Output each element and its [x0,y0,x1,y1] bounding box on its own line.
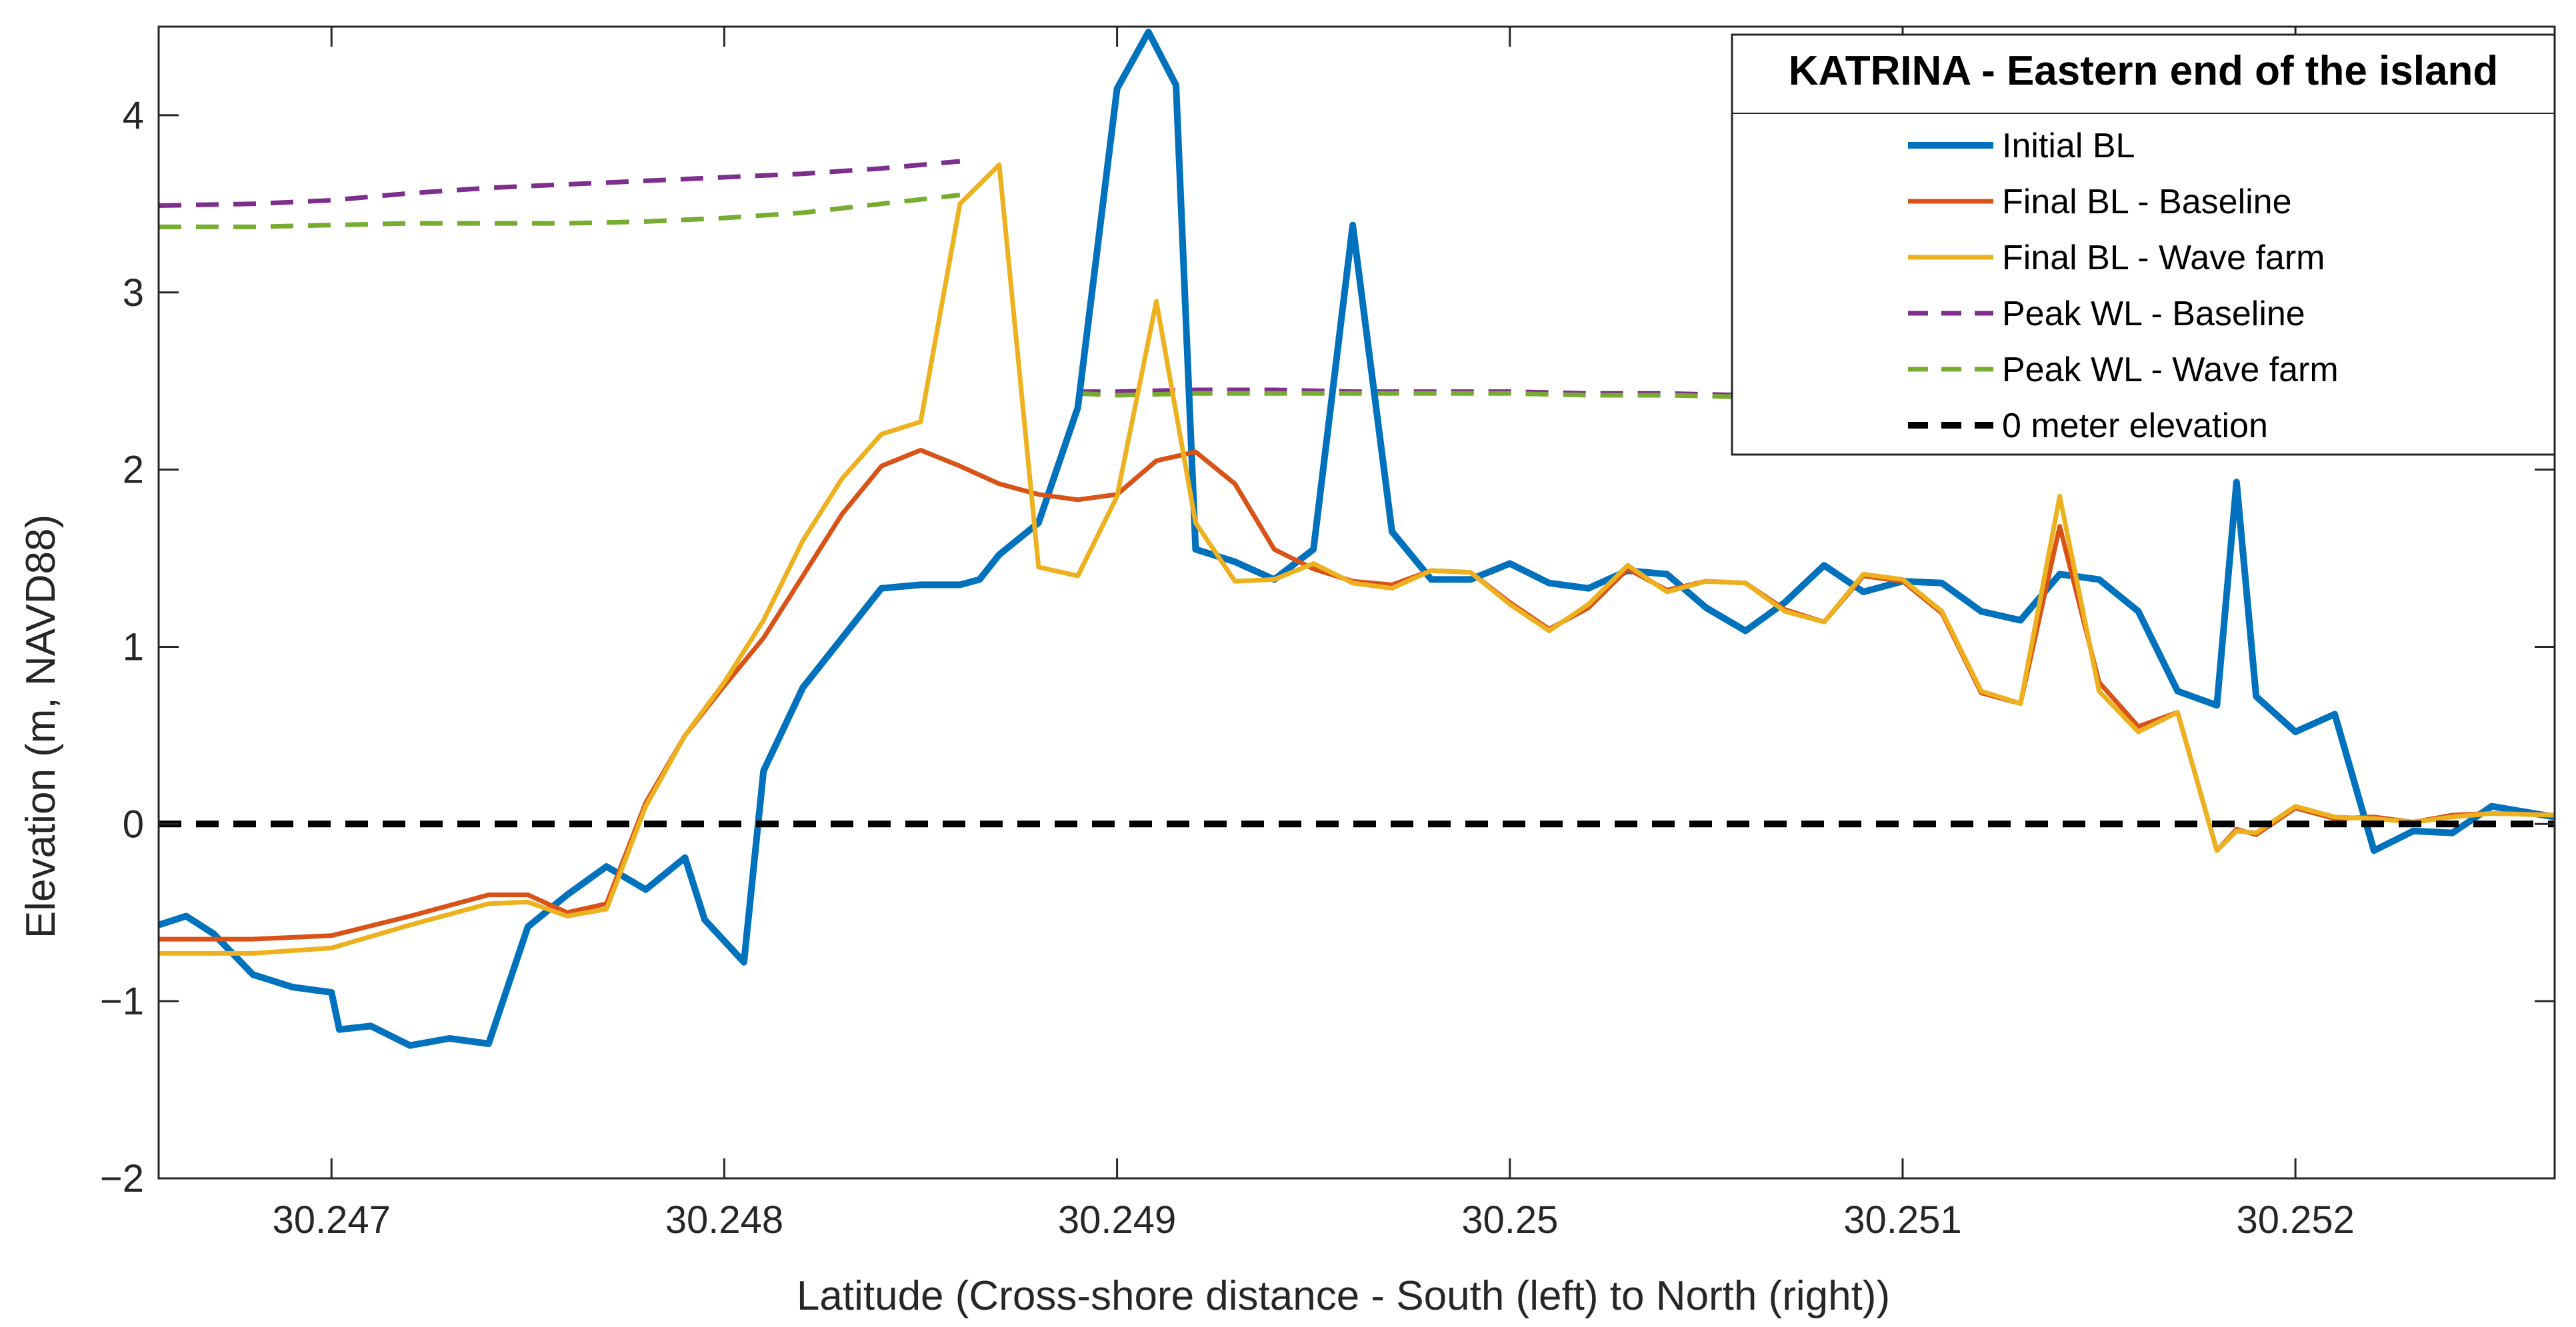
y-tick-label: 0 [123,802,144,846]
y-axis-label: Elevation (m, NAVD88) [18,515,64,938]
x-tick-label: 30.247 [273,1198,391,1242]
x-tick-label: 30.252 [2236,1198,2354,1242]
y-tick-label: 3 [123,271,144,315]
series-line-peak-wl-wave-farm-segment-2 [1077,389,2555,400]
axes: 30.247 30.248 30.249 30.25 30.251 30.252 −2 −1 0… [100,25,2556,1242]
y-tick-label: 1 [123,625,144,668]
axes-frame [157,25,2556,1180]
x-tick-label: 30.25 [1461,1198,1558,1242]
legend-label-final-bl-wave-farm: Final BL - Wave farm [2002,239,2325,277]
x-axis-label: Latitude (Cross-shore distance - South (… [797,1273,1890,1319]
x-tick-label: 30.251 [1843,1198,1961,1242]
y-tick-label: 4 [123,94,144,137]
x-tick-label: 30.249 [1058,1198,1176,1242]
y-tick-label: 2 [123,449,144,492]
y-tick-label: −1 [100,980,144,1023]
plot-area [159,29,2555,1049]
legend-box [1731,33,2556,456]
x-tick-label: 30.248 [665,1198,783,1242]
y-tick-label: −2 [100,1157,144,1200]
legend-title: KATRINA - Eastern end of the island [1789,48,2498,94]
series-line-final-bl-wave-farm [159,162,2555,956]
legend-label-0-meter-elevation: 0 meter elevation [2002,407,2268,445]
legend-label-peak-wl-baseline: Peak WL - Baseline [2002,295,2305,333]
legend: KATRINA - Eastern end of the island Init… [1731,33,2556,456]
legend-label-initial-bl: Initial BL [2002,127,2135,165]
legend-label-final-bl-baseline: Final BL - Baseline [2002,183,2292,221]
legend-label-peak-wl-wave-farm: Peak WL - Wave farm [2002,351,2339,389]
